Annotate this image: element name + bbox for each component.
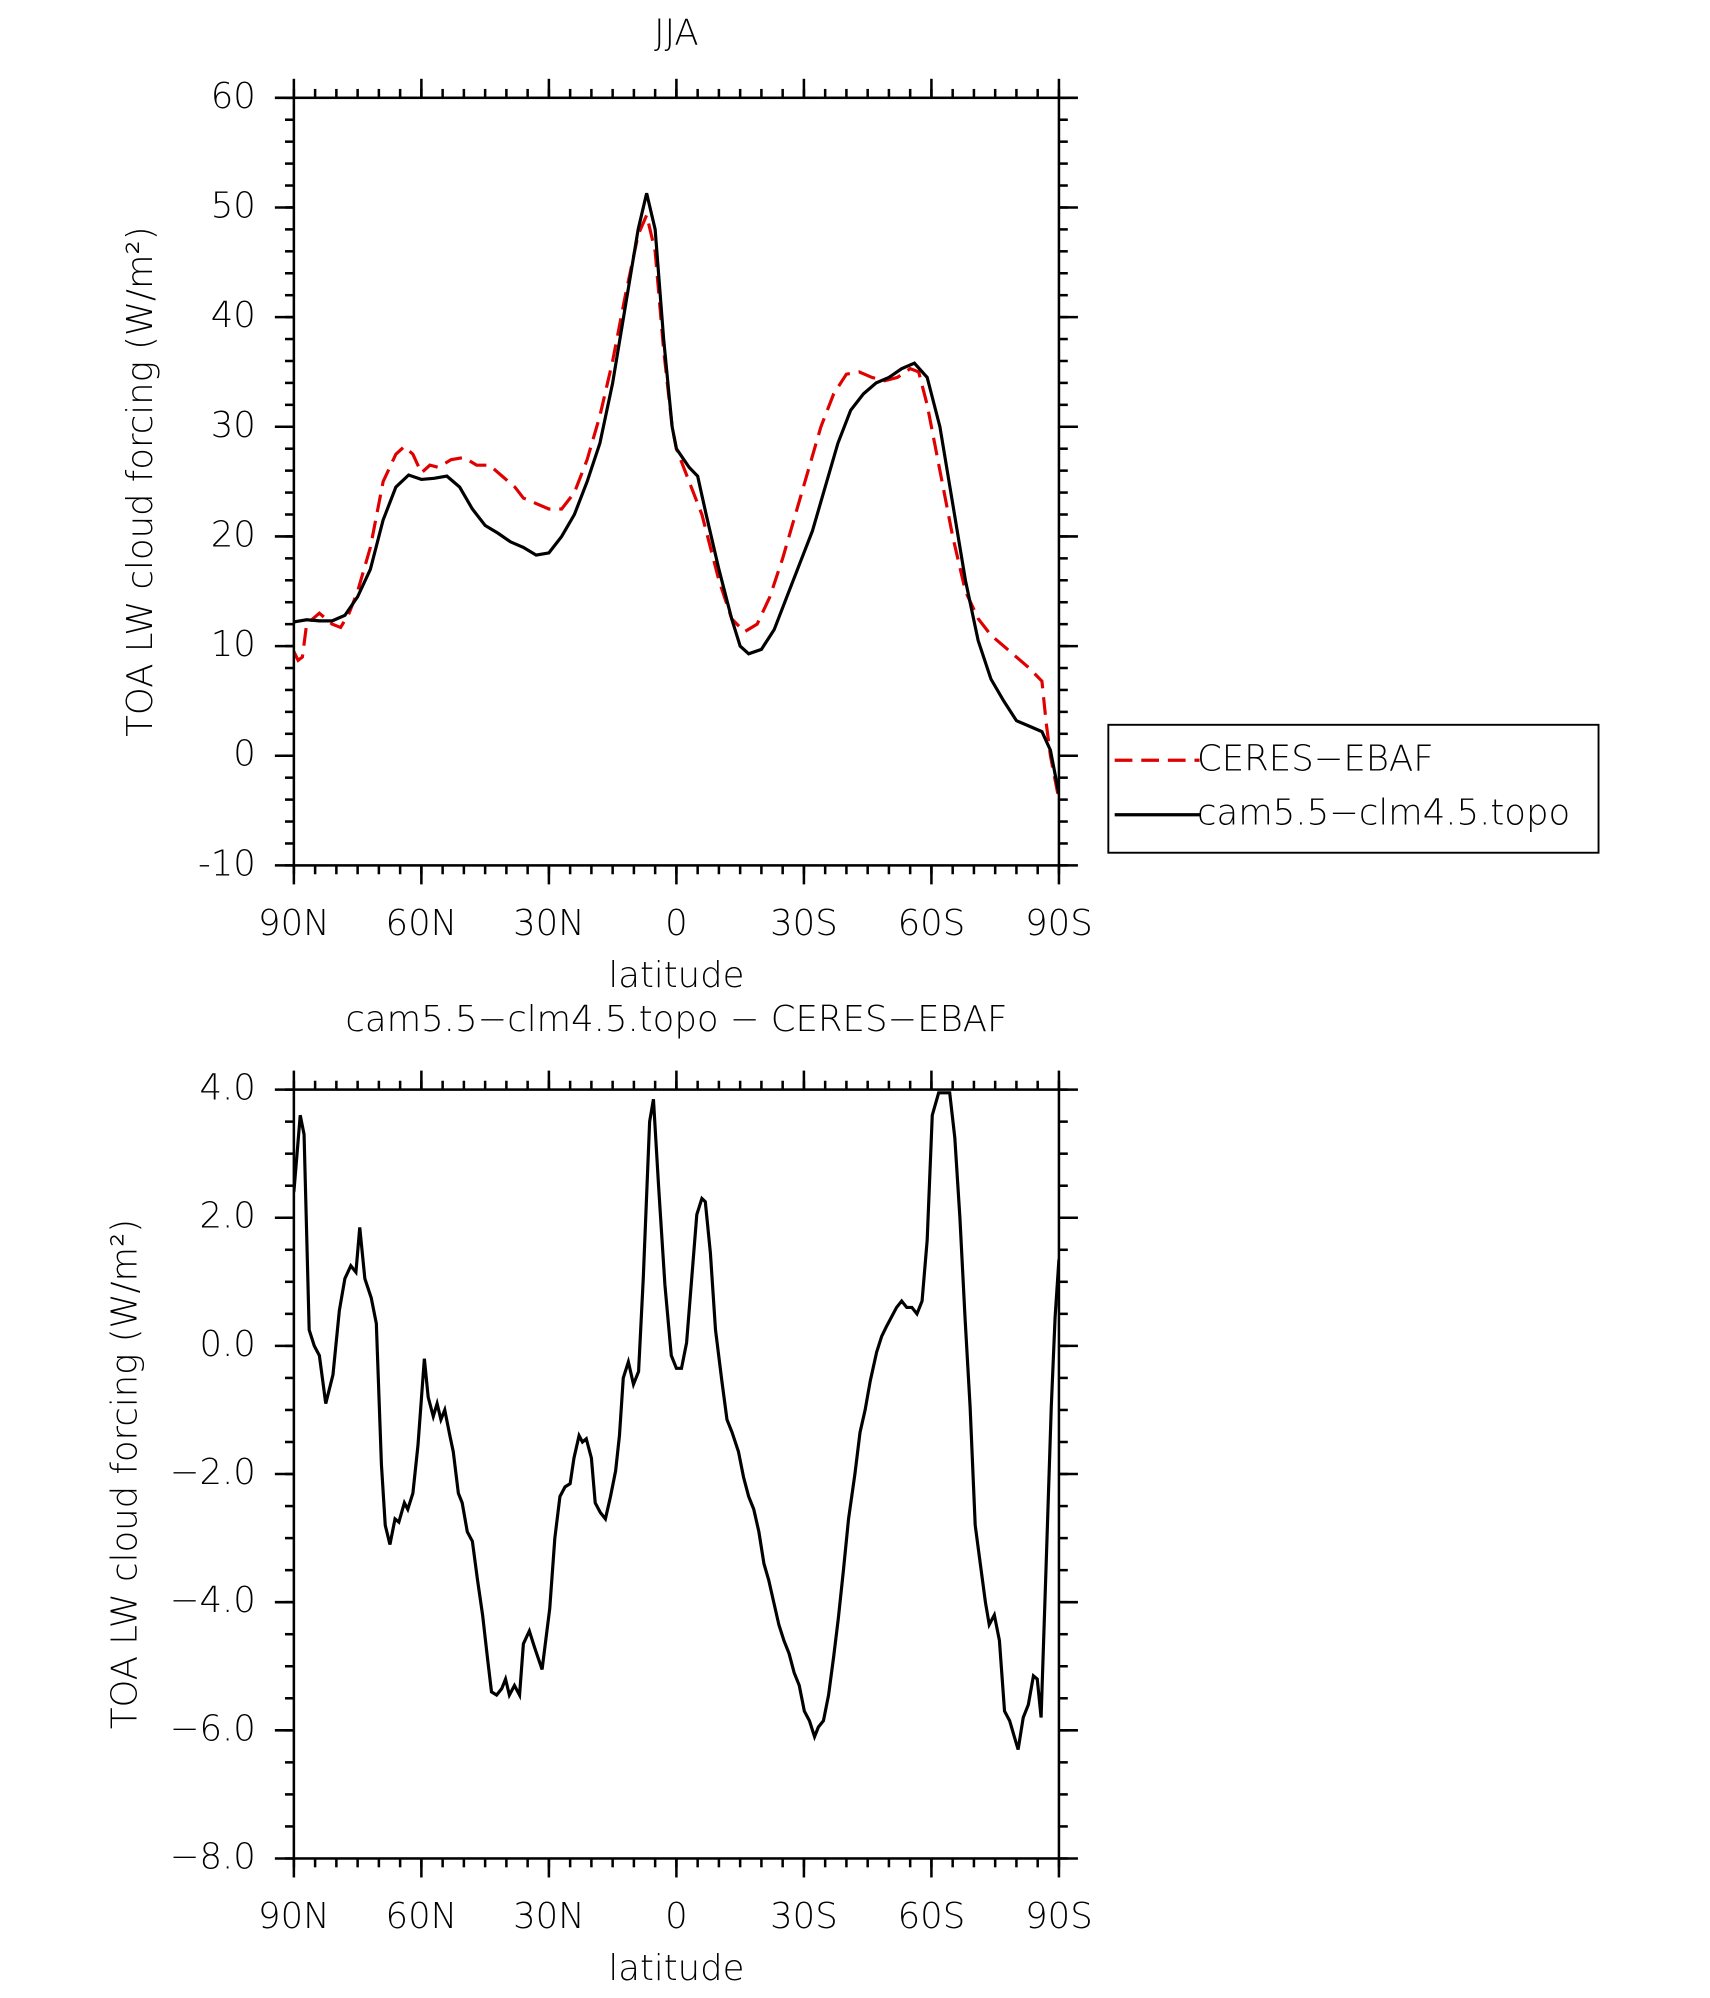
- plot-frame: [292, 1088, 1061, 1860]
- x-tick-label: 60N: [386, 1896, 458, 1937]
- y-tick-label: −6.0: [170, 1708, 256, 1749]
- x-tick-label: 60S: [898, 1896, 966, 1937]
- x-tick-label: 30S: [770, 1896, 838, 1937]
- legend-label: CERES−EBAF: [1197, 738, 1434, 779]
- y-tick-label: 20: [211, 514, 256, 555]
- y-tick-label: −2.0: [170, 1452, 256, 1493]
- y-tick-label: 50: [211, 185, 256, 226]
- y-tick-label: −4.0: [170, 1580, 256, 1621]
- x-tick-label: 90S: [1025, 1896, 1093, 1937]
- x-tick-label: 30N: [513, 903, 585, 944]
- x-tick-label: 0: [665, 1896, 688, 1937]
- y-tick-label: 0: [233, 734, 256, 775]
- chart-title: JJA: [654, 12, 699, 53]
- x-tick-label: 90S: [1025, 903, 1093, 944]
- plot-frame: [292, 96, 1061, 867]
- y-axis-label: TOA LW cloud forcing (W/m²): [105, 1219, 146, 1729]
- y-tick-label: 40: [211, 295, 256, 336]
- y-tick-label: 30: [211, 405, 256, 446]
- y-tick-label: 60: [211, 76, 256, 117]
- y-tick-label: 10: [211, 624, 256, 665]
- x-axis-label: latitude: [608, 955, 744, 996]
- legend-label: cam5.5−clm4.5.topo: [1197, 793, 1570, 834]
- y-tick-label: -10: [198, 843, 256, 884]
- x-tick-label: 60S: [898, 903, 966, 944]
- x-tick-label: 30S: [770, 903, 838, 944]
- legend-box: [1107, 723, 1600, 854]
- y-tick-label: 2.0: [199, 1196, 255, 1237]
- x-tick-label: 60N: [386, 903, 458, 944]
- y-tick-label: 4.0: [199, 1068, 255, 1109]
- y-tick-label: −8.0: [170, 1836, 256, 1877]
- chart-title: cam5.5−clm4.5.topo − CERES−EBAF: [345, 999, 1007, 1040]
- x-axis-label: latitude: [608, 1948, 744, 1989]
- y-tick-label: 0.0: [199, 1324, 255, 1365]
- data-line: [293, 192, 1059, 795]
- x-tick-label: 90N: [258, 903, 330, 944]
- x-tick-label: 30N: [513, 1896, 585, 1937]
- y-axis-label: TOA LW cloud forcing (W/m²): [120, 226, 161, 736]
- x-tick-label: 90N: [258, 1896, 330, 1937]
- x-tick-label: 0: [665, 903, 688, 944]
- data-line: [293, 210, 1059, 800]
- data-line: [293, 1091, 1059, 1750]
